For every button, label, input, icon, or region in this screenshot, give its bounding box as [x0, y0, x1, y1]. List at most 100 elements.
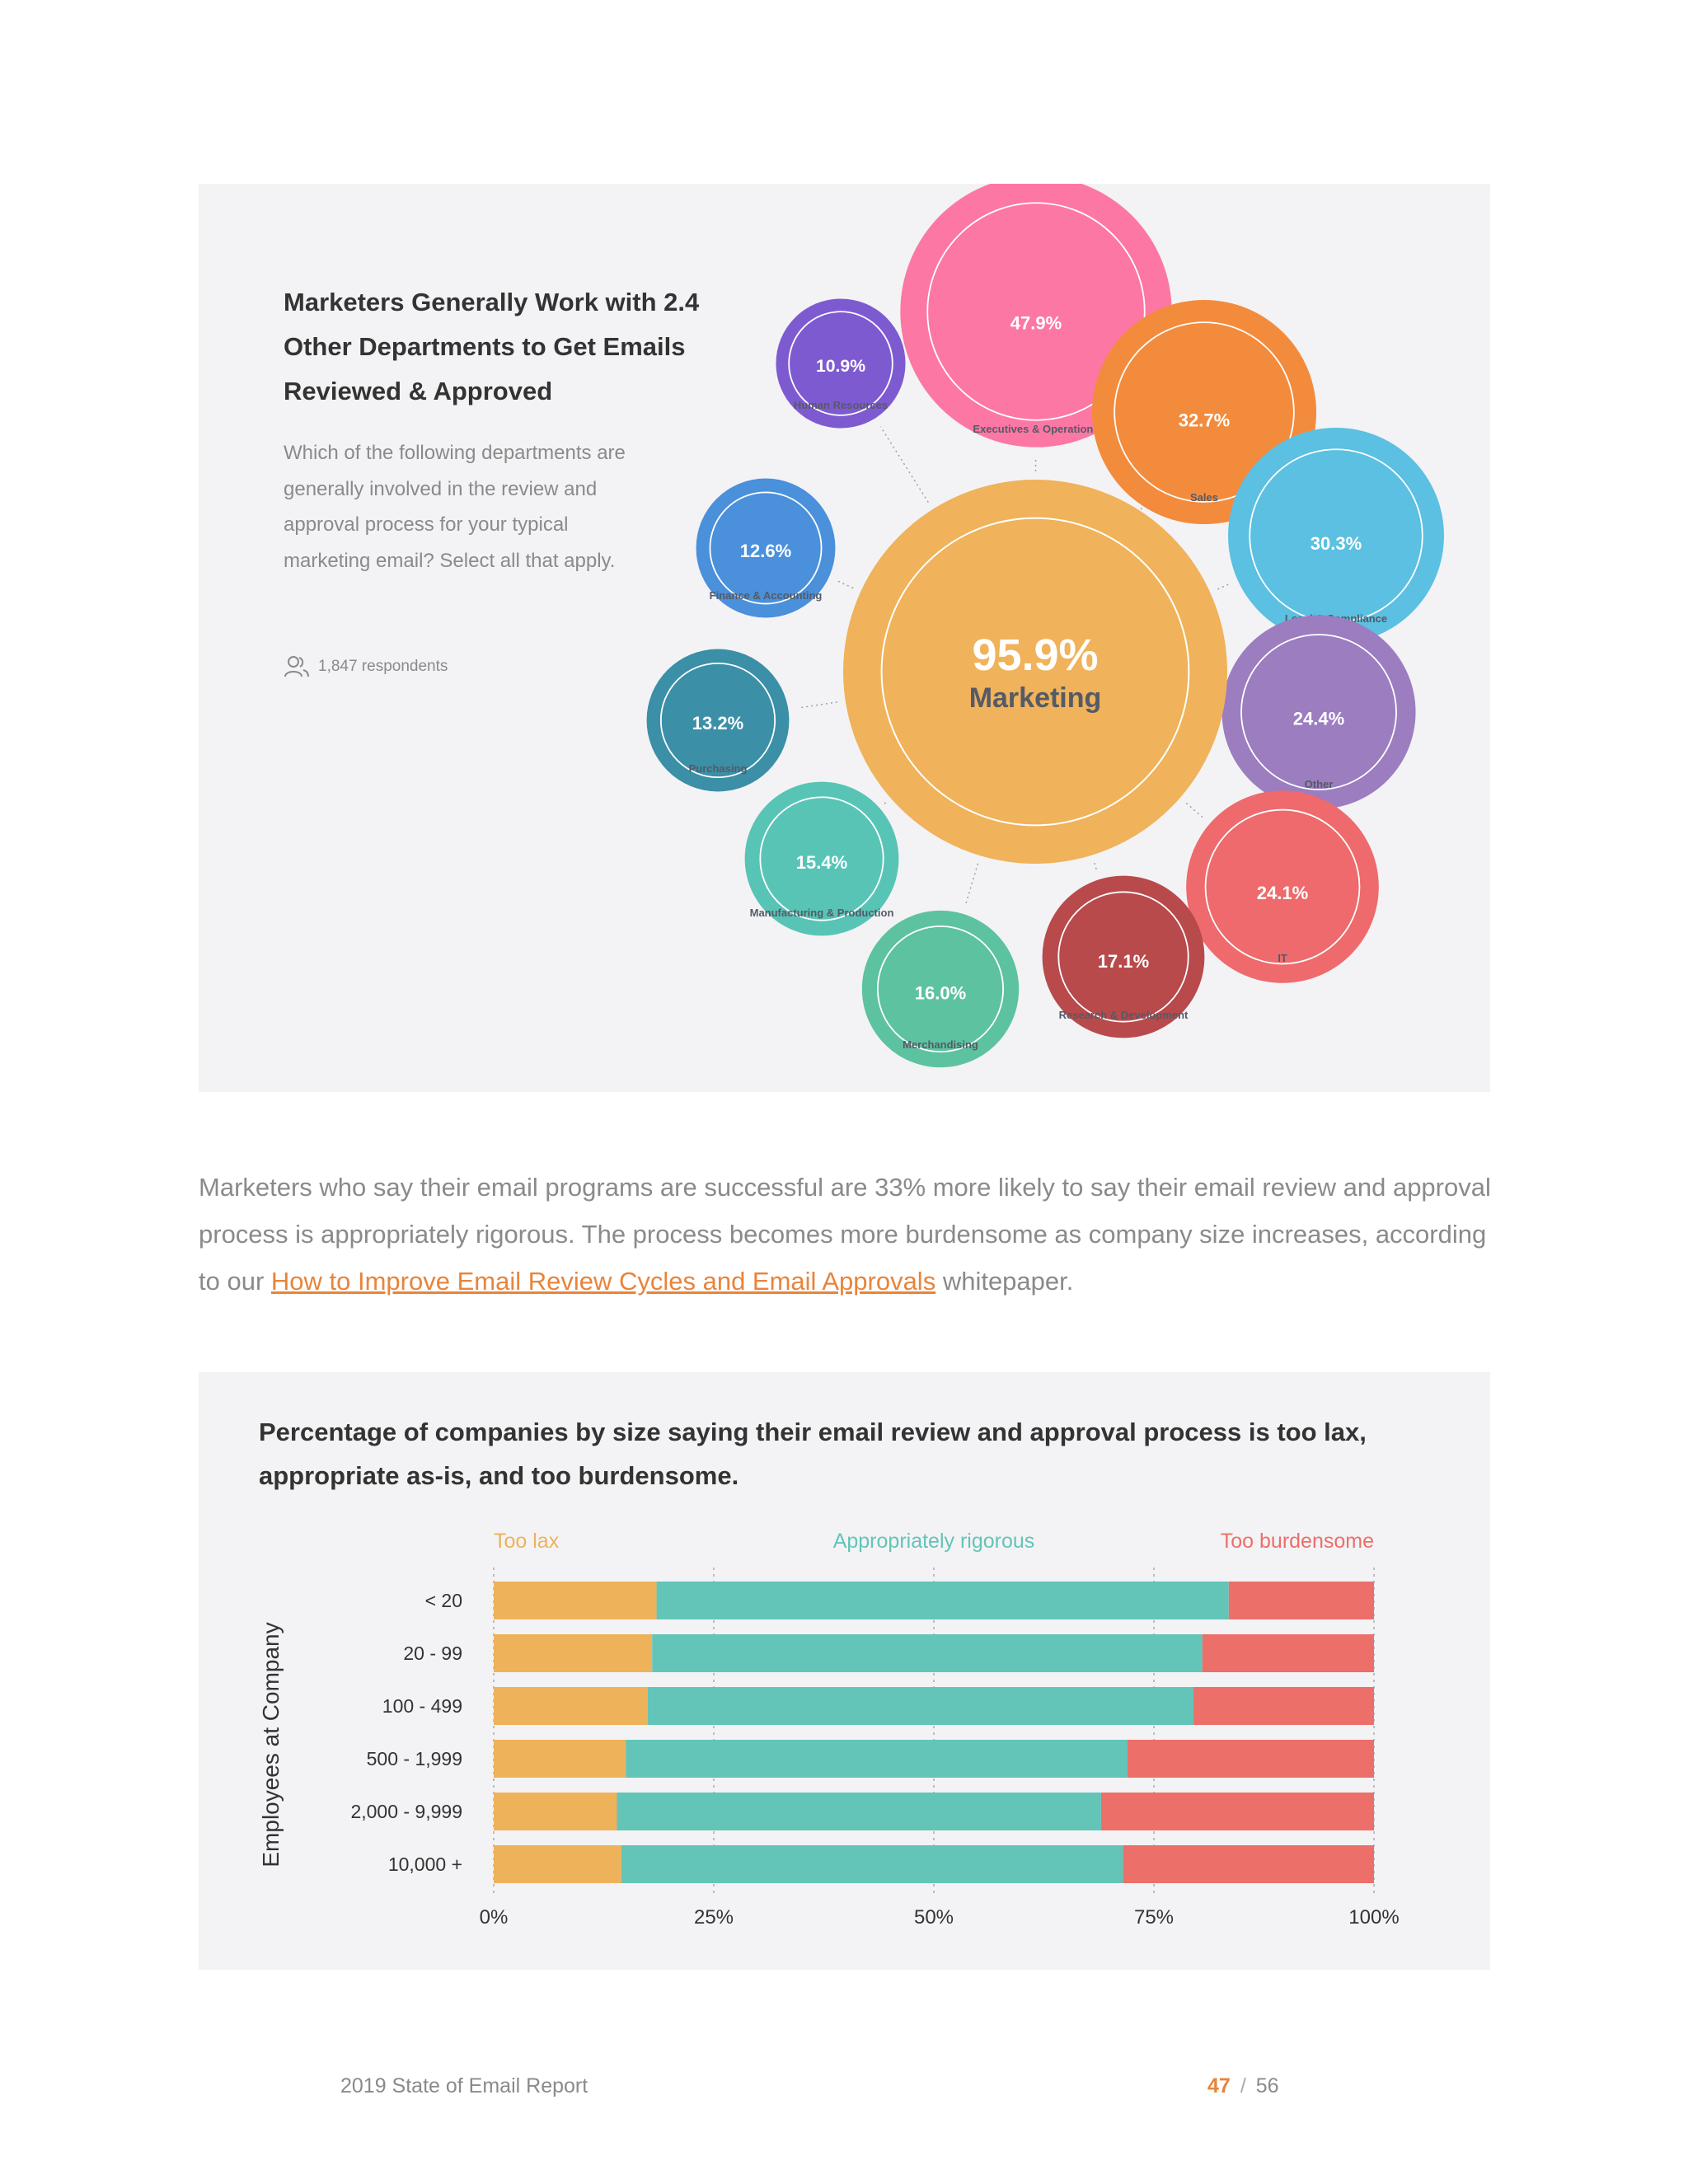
bubble-label: Human Resources — [794, 399, 888, 411]
x-tick-label: 50% — [914, 1906, 954, 1929]
bubble-value: 10.9% — [816, 357, 865, 376]
category-label: 100 - 499 — [382, 1695, 462, 1717]
bubble-circle — [843, 480, 1227, 864]
bubble-it: 24.1% IT — [1186, 790, 1379, 983]
bubble-chart: 47.9% Executives & Operations 32.7% Sales 30… — [646, 184, 1444, 1068]
page-separator: / — [1240, 2074, 1246, 2097]
bubble-label: Manufacturing & Production — [750, 907, 894, 919]
bar-row-10-000: 10,000 + — [388, 1845, 1374, 1883]
category-label: 500 - 1,999 — [367, 1748, 462, 1769]
connector-human-resources — [879, 426, 929, 503]
bubble-purchasing: 13.2% Purchasing — [646, 649, 790, 792]
bar-segment-too-lax — [494, 1845, 621, 1883]
bubble-value: 15.4% — [796, 852, 847, 873]
connector-merchandising — [964, 863, 979, 905]
connector-research-development — [1094, 862, 1098, 870]
bubble-label: Purchasing — [689, 762, 748, 775]
legend-too-burdensome: Too burdensome — [1221, 1530, 1374, 1553]
bubble-label: Merchandising — [903, 1038, 978, 1051]
bubble-ring — [926, 202, 1146, 421]
center-value: 95.9% — [972, 630, 1098, 680]
connector-it — [1185, 802, 1203, 818]
bar-segment-appropriately-rigorous — [656, 1582, 1229, 1619]
body-paragraph: Marketers who say their email programs a… — [199, 1164, 1493, 1305]
bubble-label: IT — [1278, 952, 1287, 964]
bubble-label: Sales — [1190, 491, 1218, 504]
bar-segment-too-burdensome — [1202, 1634, 1374, 1672]
bubble-label: Research & Development — [1059, 1009, 1189, 1021]
bar-segment-appropriately-rigorous — [647, 1687, 1194, 1725]
bubble-ring — [1114, 321, 1295, 503]
bubble-finance-accounting: 12.6% Finance & Accounting — [696, 478, 836, 618]
bubble-ring — [788, 311, 893, 416]
bar-segment-too-burdensome — [1100, 1793, 1374, 1830]
connector-manufacturing-production — [884, 800, 888, 804]
body-text-after: whitepaper. — [935, 1267, 1074, 1296]
bar-chart-panel: Percentage of companies by size saying t… — [199, 1372, 1490, 1970]
bar-row-500-1-999: 500 - 1,999 — [367, 1740, 1374, 1778]
bar-segment-appropriately-rigorous — [621, 1845, 1123, 1883]
bar-segment-appropriately-rigorous — [652, 1634, 1203, 1672]
connector-finance-accounting — [837, 580, 854, 589]
bubble-ring — [1057, 891, 1189, 1023]
body-text-before: Marketers who say their email programs a… — [199, 1173, 1491, 1296]
bar-row-100-499: 100 - 499 — [382, 1687, 1374, 1725]
bar-row-20: < 20 — [425, 1582, 1374, 1619]
legend-appropriately-rigorous: Appropriately rigorous — [833, 1530, 1035, 1553]
bubble-value: 13.2% — [692, 713, 743, 733]
bar-segment-too-lax — [494, 1582, 657, 1619]
bubble-circle — [744, 781, 899, 936]
connector-purchasing — [798, 701, 837, 709]
bubble-ring — [759, 796, 884, 921]
bubble-circle — [861, 910, 1020, 1068]
bubble-value: 24.1% — [1257, 883, 1308, 903]
bar-segment-too-burdensome — [1127, 1740, 1374, 1778]
x-tick-label: 25% — [694, 1906, 734, 1929]
page-indicator: 47 / 56 — [1207, 2074, 1279, 2098]
bubble-circle — [776, 298, 906, 429]
bubble-value: 12.6% — [740, 541, 791, 561]
bar-row-20-99: 20 - 99 — [403, 1634, 1374, 1672]
footer-report-name: 2019 State of Email Report — [340, 2074, 588, 2097]
category-label: 20 - 99 — [403, 1643, 462, 1664]
bubble-circle — [1042, 875, 1205, 1038]
category-label: 10,000 + — [388, 1854, 462, 1875]
grid-lines — [493, 1568, 1375, 1893]
bubble-circle — [1221, 615, 1416, 809]
bubble-circle — [1228, 428, 1444, 644]
x-tick-label: 75% — [1134, 1906, 1174, 1929]
bubble-circle — [1186, 790, 1379, 983]
bar-segment-too-lax — [494, 1687, 648, 1725]
bubble-chart-title: Marketers Generally Work with 2.4 Other … — [284, 288, 700, 405]
bubble-legal-compliance: 30.3%Legal & Compliance — [1228, 428, 1444, 644]
legend-too-lax: Too lax — [494, 1530, 560, 1553]
bar-segment-too-lax — [494, 1634, 653, 1672]
total-pages: 56 — [1255, 2074, 1279, 2097]
respondents-label: 1,847 respondents — [318, 658, 448, 675]
bubble-value: 32.7% — [1179, 410, 1230, 431]
bar-segment-appropriately-rigorous — [617, 1793, 1101, 1830]
bar-segment-too-lax — [494, 1740, 626, 1778]
stacked-bar-chart: Too lax Appropriately rigorous Too burdens… — [258, 1530, 1400, 1929]
survey-question: Which of the following departments are g… — [284, 442, 626, 572]
bar-segment-too-lax — [494, 1793, 617, 1830]
bar-chart-title: Percentage of companies by size saying t… — [259, 1418, 1367, 1490]
bubble-label: Finance & Accounting — [710, 589, 823, 602]
category-label: 2,000 - 9,999 — [350, 1801, 462, 1822]
category-label: < 20 — [425, 1590, 462, 1611]
users-icon — [284, 656, 309, 677]
current-page: 47 — [1207, 2074, 1231, 2097]
respondents-count: 1,847 respondents — [284, 655, 448, 678]
bubble-ring — [880, 517, 1190, 827]
bar-segment-too-burdensome — [1193, 1687, 1374, 1725]
y-axis-title: Employees at Company — [258, 1622, 284, 1867]
connector-legal-compliance — [1217, 583, 1230, 590]
bubble-label: Executives & Operations — [973, 423, 1099, 435]
bubble-merchandising: 16.0% Merchandising — [861, 910, 1020, 1068]
bar-row-2-000-9-999: 2,000 - 9,999 — [350, 1793, 1374, 1830]
bubble-marketing: 95.9%Marketing — [843, 480, 1227, 864]
x-tick-label: 100% — [1348, 1906, 1399, 1929]
bubble-value: 24.4% — [1293, 708, 1344, 729]
bubble-value: 16.0% — [915, 982, 966, 1003]
whitepaper-link[interactable]: How to Improve Email Review Cycles and E… — [270, 1267, 936, 1296]
